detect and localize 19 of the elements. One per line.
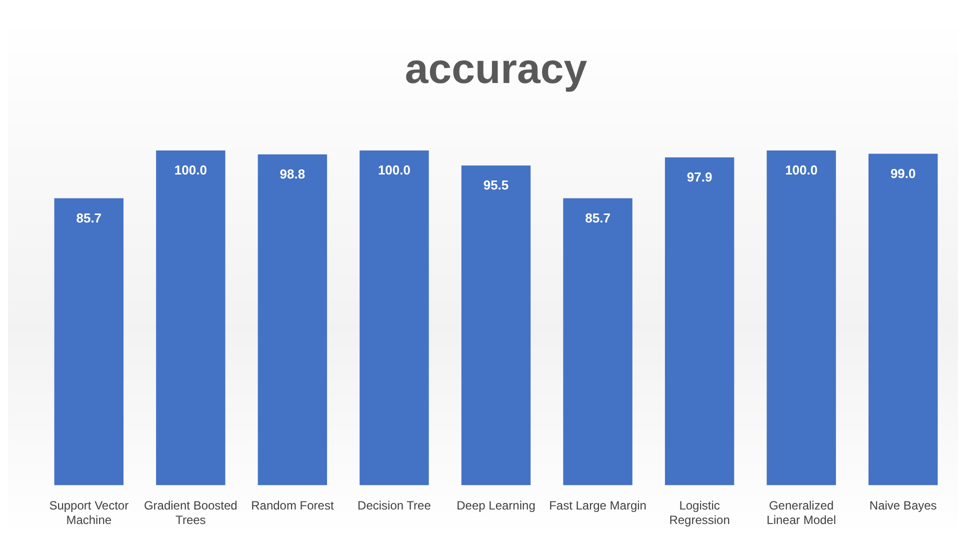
x-tick-label: Logistic Regression	[669, 498, 730, 528]
data-label: 100.0	[174, 162, 207, 178]
x-tick-label: Naive Bayes	[869, 498, 937, 513]
x-tick-label: Fast Large Margin	[549, 498, 646, 513]
data-label: 95.5	[483, 178, 509, 193]
x-tick-label: Decision Tree	[358, 498, 432, 513]
x-tick-label: Deep Learning	[456, 498, 536, 513]
data-label: 100.0	[378, 162, 410, 178]
data-label: 98.8	[280, 166, 306, 182]
data-label: 97.9	[686, 170, 712, 185]
data-label: 85.7	[585, 210, 610, 226]
data-label: 100.0	[785, 162, 818, 178]
x-tick-label: Random Forest	[251, 498, 334, 513]
x-tick-label: Generalized Linear Model	[766, 498, 836, 528]
data-label: 99.0	[890, 166, 916, 181]
chart-title: accuracy	[404, 44, 588, 92]
x-tick-label: Support Vector Machine	[49, 498, 129, 528]
x-tick-label: Gradient Boosted Trees	[144, 498, 238, 528]
data-label: 85.7	[76, 210, 102, 226]
